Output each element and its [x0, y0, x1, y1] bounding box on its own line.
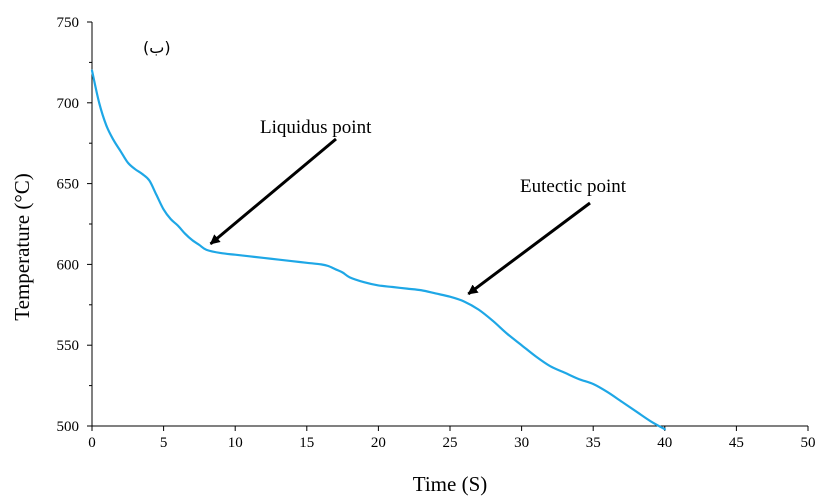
x-ticks: 0 5 10 15 20 25 30 35 40 45 50 — [88, 426, 816, 451]
x-tick-label: 50 — [801, 435, 816, 451]
annotation-liquidus-label: Liquidus point — [260, 117, 372, 138]
y-tick-label: 600 — [57, 257, 80, 273]
x-axis-title: Time (S) — [413, 472, 488, 496]
x-tick-label: 20 — [371, 435, 386, 451]
x-tick-label: 0 — [88, 435, 96, 451]
y-ticks: 500 550 600 650 700 750 — [57, 15, 92, 435]
y-tick-label: 550 — [57, 338, 80, 354]
x-tick-label: 30 — [514, 435, 529, 451]
x-tick-label: 45 — [729, 435, 744, 451]
x-tick-label: 40 — [657, 435, 672, 451]
annotation-eutectic: Eutectic point — [467, 176, 627, 296]
annotation-liquidus-arrow — [209, 137, 337, 246]
x-tick-label: 25 — [443, 435, 458, 451]
annotation-eutectic-label: Eutectic point — [520, 176, 627, 197]
x-tick-label: 10 — [228, 435, 243, 451]
y-axis-title: Temperature (°C) — [10, 173, 34, 320]
axes: 0 5 10 15 20 25 30 35 40 45 50 500 550 600 650 700 750 — [57, 15, 816, 451]
y-tick-label: 650 — [57, 177, 80, 193]
temperature-series-line — [90, 69, 666, 431]
y-tick-label: 700 — [57, 96, 80, 112]
annotation-liquidus: Liquidus point — [209, 117, 372, 246]
panel-label: (ب) — [143, 38, 171, 57]
x-tick-label: 5 — [160, 435, 168, 451]
annotation-eutectic-arrow — [467, 201, 591, 296]
y-tick-label: 750 — [57, 15, 80, 31]
x-tick-label: 15 — [299, 435, 314, 451]
y-tick-label: 500 — [57, 419, 80, 435]
x-tick-label: 35 — [586, 435, 601, 451]
